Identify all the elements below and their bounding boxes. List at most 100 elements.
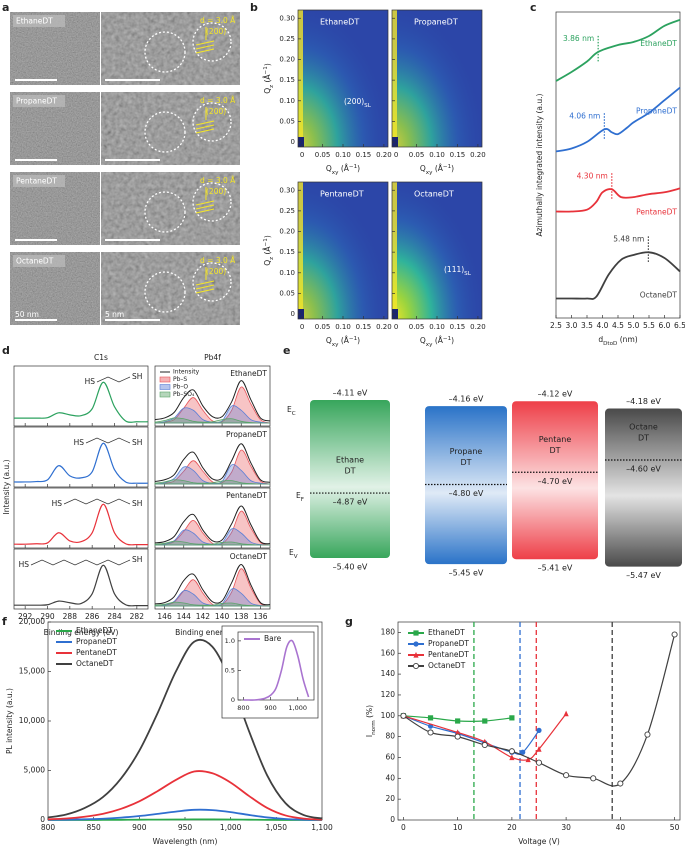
line-series — [555, 251, 681, 300]
material-name: Octane — [629, 423, 658, 432]
plot-frame — [397, 621, 681, 821]
chain-end: SH — [132, 555, 142, 564]
x-tick-label: 0.10 — [335, 323, 351, 331]
x-tick-label: 2.5 — [550, 321, 562, 330]
x-tick-label: 146 — [157, 612, 172, 621]
panel-title: C1s — [94, 353, 108, 362]
y-tick-label: 0 — [231, 696, 235, 704]
y-tick-label: 60 — [385, 752, 395, 761]
x-axis-label: Voltage (V) — [518, 837, 560, 846]
scale-label: 50 nm — [15, 310, 39, 319]
row-name: PentaneDT — [226, 491, 267, 500]
lattice-spacing: d = 3.0 Å — [200, 176, 236, 185]
line-series — [47, 638, 323, 820]
peak-label: 5.48 nm — [613, 234, 644, 243]
lattice-fringe — [195, 288, 215, 294]
y-tick-label: 0 — [390, 815, 395, 824]
legend-label: PropaneDT — [76, 637, 117, 646]
marker — [481, 741, 488, 749]
x-tick-label: 0.20 — [376, 151, 392, 159]
x-axis-label-part: d — [598, 335, 603, 344]
y-tick-label: 0 — [291, 138, 295, 146]
row-name: PropaneDT — [226, 430, 267, 439]
tem-texture — [101, 252, 240, 325]
legend-label: PentaneDT — [428, 650, 469, 659]
marker — [509, 715, 515, 721]
x-tick-label: 900 — [132, 823, 147, 832]
x-axis-label: Binding energy (eV) — [175, 628, 250, 637]
x-tick-label: 0.10 — [429, 151, 445, 159]
plot-frame — [154, 426, 271, 488]
panel-letter: a — [2, 1, 9, 14]
x-tick-label: 0.10 — [429, 323, 445, 331]
nanocrystal-outline — [144, 31, 186, 73]
tem-texture — [101, 172, 240, 245]
x-tick-label: 284 — [107, 612, 122, 621]
x-tick-label: 0.05 — [409, 323, 425, 331]
marker — [525, 756, 531, 763]
y-tick-label: 0.30 — [279, 14, 295, 22]
lattice-fringe — [195, 48, 215, 54]
peak-label: 4.06 nm — [569, 111, 600, 120]
energy-level-label-part: F — [301, 497, 304, 503]
molecule-chain — [63, 498, 131, 505]
lattice-fringe — [195, 284, 215, 290]
legend-swatch — [159, 391, 171, 398]
component-fill — [154, 601, 271, 607]
y-tick-label: 0 — [40, 815, 45, 824]
x-axis-label-part: −1 — [349, 336, 358, 342]
cb-label: –4.12 eV — [538, 390, 573, 399]
specular-strip — [298, 10, 303, 141]
material-name: Propane — [450, 447, 483, 456]
x-axis-label-part: (Å — [432, 164, 443, 173]
y-tick-label: 80 — [385, 732, 395, 741]
x-tick-label: 144 — [177, 612, 192, 621]
chain-end: SH — [132, 372, 142, 381]
x-tick-label: 288 — [63, 612, 78, 621]
lattice-fringe — [195, 120, 215, 126]
x-axis-label-part: −1 — [443, 164, 452, 170]
series-label: OctaneDT — [640, 291, 678, 300]
lattice-fringe — [195, 204, 215, 210]
legend-label: Pb–SO₄ — [173, 391, 195, 398]
y-tick-label: 0.20 — [279, 228, 295, 236]
nanocrystal-outline — [192, 182, 232, 222]
x-axis-label-part: xy — [332, 342, 339, 348]
cb-label: –4.18 eV — [626, 397, 661, 406]
panel-name: EthaneDT — [320, 18, 359, 27]
sample-name: EthaneDT — [16, 17, 53, 26]
molecule-chain — [96, 376, 131, 383]
name-box — [13, 255, 65, 267]
series-label: PropaneDT — [636, 107, 677, 116]
lattice-fringe — [195, 280, 215, 286]
legend-label: OctaneDT — [428, 661, 466, 670]
lattice-plane: (200) — [206, 267, 226, 276]
x-tick-label: 1,100 — [311, 823, 333, 832]
x-axis-label-part: (Å — [338, 336, 349, 345]
x-tick-label: 30 — [561, 823, 571, 832]
x-tick-label: 1,000 — [288, 704, 307, 712]
x-axis-label-part: (Å — [338, 164, 349, 173]
material-name: DT — [344, 467, 355, 476]
lattice-plane: (200) — [206, 27, 226, 36]
lattice-fringe — [195, 208, 215, 214]
x-tick-label: 800 — [41, 823, 56, 832]
energy-level-label: EF — [296, 491, 304, 503]
energy-level-label-part: V — [294, 554, 298, 560]
line-series — [48, 818, 323, 821]
component-fill — [154, 464, 271, 485]
y-axis-label-part: −1 — [263, 238, 269, 247]
cb-label: –4.16 eV — [449, 395, 484, 404]
peak-label: (200)SL — [344, 97, 372, 109]
panel-name: PropaneDT — [414, 18, 458, 27]
y-tick-label: 0.25 — [279, 35, 295, 43]
component-fill — [154, 386, 271, 424]
nanocrystal-outline — [144, 191, 186, 233]
component-fill — [154, 417, 271, 424]
peak-label: 4.30 nm — [577, 171, 608, 180]
y-tick-label: 160 — [381, 648, 396, 657]
vb-label: –5.40 eV — [333, 563, 368, 572]
marker — [455, 729, 461, 736]
